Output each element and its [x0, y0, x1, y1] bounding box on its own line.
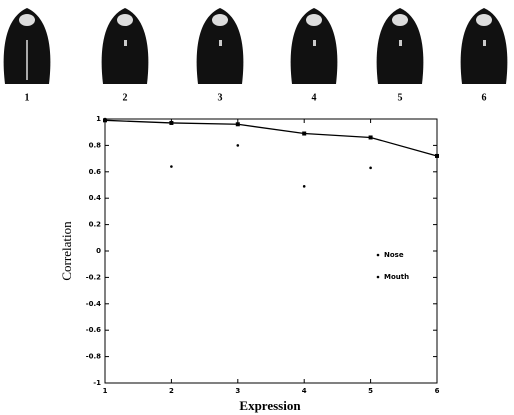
y-tick-label: -1 — [93, 379, 101, 387]
legend-marker — [376, 253, 380, 257]
legend-label: Nose — [384, 251, 404, 259]
x-tick-label: 4 — [302, 387, 307, 395]
y-tick-label: -0.6 — [86, 326, 101, 334]
image-label: 1 — [25, 92, 30, 103]
data-point — [169, 120, 174, 125]
y-tick-label: 0.4 — [89, 194, 102, 202]
data-point — [235, 122, 240, 127]
legend-label: Mouth — [384, 273, 409, 281]
x-tick-label: 5 — [368, 387, 373, 395]
image-label: 5 — [398, 92, 403, 103]
image-label: 4 — [312, 92, 317, 103]
y-tick-label: -0.4 — [86, 300, 101, 308]
legend-marker — [376, 275, 380, 279]
data-point — [103, 117, 107, 121]
y-tick-label: 0.8 — [89, 141, 102, 149]
image-label: 6 — [482, 92, 487, 103]
face-image — [196, 8, 244, 84]
image-label: 2 — [123, 92, 128, 103]
face-image — [101, 8, 149, 84]
data-point — [236, 144, 240, 147]
data-point — [170, 165, 173, 168]
y-axis-label: Correlation — [59, 221, 74, 281]
x-axis-label: Expression — [239, 398, 301, 413]
x-tick-label: 1 — [103, 387, 108, 395]
data-point — [368, 135, 373, 140]
y-tick-label: -0.2 — [86, 273, 101, 281]
image-label: 3 — [218, 92, 223, 103]
series-line — [104, 119, 438, 157]
face-images — [3, 8, 508, 84]
data-point — [302, 185, 306, 188]
data-point — [103, 118, 107, 123]
y-tick-label: 0.2 — [89, 221, 102, 229]
x-tick-label: 2 — [169, 387, 174, 395]
y-tick-label: -0.8 — [86, 353, 101, 361]
y-tick-label: 0.6 — [89, 168, 102, 176]
y-tick-label: 1 — [96, 115, 101, 123]
face-image — [460, 8, 508, 84]
data-point — [369, 166, 372, 170]
x-tick-label: 6 — [435, 387, 440, 395]
data-point — [435, 154, 439, 158]
face-image — [3, 8, 51, 84]
x-tick-label: 3 — [235, 387, 240, 395]
face-image — [376, 8, 424, 84]
y-tick-label: 0 — [96, 247, 101, 255]
data-point — [302, 131, 307, 136]
face-image — [290, 8, 338, 84]
